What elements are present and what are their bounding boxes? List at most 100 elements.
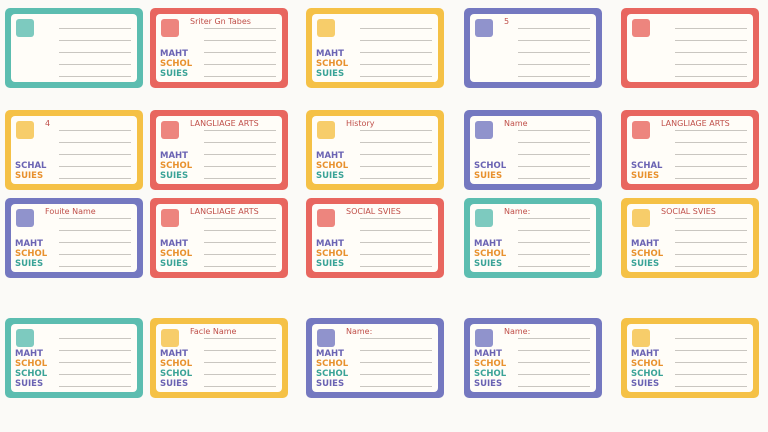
- label-body: [11, 14, 137, 82]
- writing-line: [359, 52, 432, 53]
- label-words: SCHOL SUIES: [474, 161, 506, 181]
- writing-line: [517, 178, 590, 179]
- writing-line: [674, 178, 747, 179]
- writing-line: [359, 266, 432, 267]
- label-card: [5, 8, 143, 88]
- writing-line: [517, 230, 590, 231]
- writing-line: [674, 386, 747, 387]
- writing-line: [674, 154, 747, 155]
- writing-line: [674, 266, 747, 267]
- label-word: MAHT: [316, 239, 344, 249]
- label-word: SCHOL: [474, 161, 507, 171]
- label-word: SUIES: [316, 259, 345, 269]
- label-icon: [632, 121, 650, 139]
- label-word: SUIES: [15, 379, 44, 389]
- writing-line: [517, 76, 590, 77]
- writing-line: [203, 230, 276, 231]
- label-title: Sriter Gn Tabes: [190, 17, 251, 26]
- label-words: MAHT SCHOL SUIES: [631, 239, 663, 269]
- writing-line: [359, 218, 432, 219]
- label-word: SCHOL: [631, 359, 664, 369]
- writing-line: [359, 362, 432, 363]
- label-card: LANGLIAGE ARTS SCHAL SUIES: [621, 110, 759, 190]
- writing-line: [203, 266, 276, 267]
- label-icon: [16, 19, 34, 37]
- writing-line: [203, 52, 276, 53]
- label-card: Name: MAHT SCHOL SCHOL SUIES: [306, 318, 444, 398]
- writing-line: [203, 362, 276, 363]
- label-word: SUIES: [474, 171, 503, 181]
- writing-line: [359, 76, 432, 77]
- label-body: SOCIAL SVIES MAHT SCHOL SUIES: [312, 204, 438, 272]
- writing-line: [674, 40, 747, 41]
- label-card: Name SCHOL SUIES: [464, 110, 602, 190]
- writing-line: [517, 130, 590, 131]
- label-words: MAHT SCHOL SUIES: [316, 239, 348, 269]
- label-card: SOCIAL SVIES MAHT SCHOL SUIES: [306, 198, 444, 278]
- writing-line: [674, 362, 747, 363]
- writing-line: [203, 154, 276, 155]
- writing-line: [203, 40, 276, 41]
- writing-line: [58, 154, 131, 155]
- label-title: Name:: [504, 207, 531, 216]
- writing-line: [58, 242, 131, 243]
- label-title: LANGLIAGE ARTS: [190, 207, 259, 216]
- writing-line: [203, 28, 276, 29]
- label-body: Facle Name MAHT SCHOL SCHOL SUIES: [156, 324, 282, 392]
- label-title: Name:: [504, 327, 531, 336]
- writing-line: [517, 374, 590, 375]
- writing-line: [517, 218, 590, 219]
- label-word: SUIES: [474, 379, 503, 389]
- writing-line: [517, 154, 590, 155]
- writing-line: [58, 350, 131, 351]
- writing-line: [674, 230, 747, 231]
- label-title: Name: [504, 119, 528, 128]
- label-card: Name: MAHT SCHOL SUIES: [464, 198, 602, 278]
- writing-line: [674, 64, 747, 65]
- writing-line: [58, 64, 131, 65]
- label-body: LANGLIAGE ARTS MAHT SCHOL SUIES: [156, 204, 282, 272]
- writing-line: [58, 52, 131, 53]
- label-body: SOCIAL SVIES MAHT SCHOL SUIES: [627, 204, 753, 272]
- label-word: MAHT: [160, 239, 188, 249]
- label-words: MAHT SCHOL SCHOL SUIES: [160, 349, 192, 389]
- writing-line: [517, 242, 590, 243]
- writing-line: [517, 386, 590, 387]
- label-word: SUIES: [316, 379, 345, 389]
- writing-line: [674, 52, 747, 53]
- label-word: SUIES: [316, 69, 345, 79]
- label-word: SCHOL: [160, 359, 193, 369]
- label-word: SCHOL: [15, 249, 48, 259]
- label-body: LANGLIAGE ARTS MAHT SCHOL SUIES: [156, 116, 282, 184]
- label-body: Sriter Gn Tabes MAHT SCHOL SUIES: [156, 14, 282, 82]
- writing-line: [58, 40, 131, 41]
- label-word: MAHT: [631, 349, 659, 359]
- writing-line: [359, 28, 432, 29]
- label-icon: [161, 329, 179, 347]
- writing-line: [203, 166, 276, 167]
- label-icon: [16, 329, 34, 347]
- label-word: SCHOL: [15, 359, 48, 369]
- writing-line: [517, 266, 590, 267]
- label-body: MAHT SCHOL SCHOL SUIES: [627, 324, 753, 392]
- writing-line: [674, 130, 747, 131]
- label-word: SUIES: [631, 259, 660, 269]
- label-icon: [475, 19, 493, 37]
- label-title: SOCIAL SVIES: [346, 207, 401, 216]
- writing-line: [58, 28, 131, 29]
- writing-line: [203, 350, 276, 351]
- writing-line: [674, 76, 747, 77]
- label-words: SCHAL SUIES: [631, 161, 662, 181]
- writing-line: [359, 154, 432, 155]
- label-card: MAHT SCHOL SCHOL SUIES: [621, 318, 759, 398]
- label-icon: [16, 209, 34, 227]
- label-title: SOCIAL SVIES: [661, 207, 716, 216]
- label-word: SUIES: [631, 171, 660, 181]
- writing-line: [359, 386, 432, 387]
- writing-line: [517, 28, 590, 29]
- writing-line: [203, 374, 276, 375]
- label-icon: [475, 329, 493, 347]
- label-card: LANGLIAGE ARTS MAHT SCHOL SUIES: [150, 110, 288, 190]
- label-word: SUIES: [160, 259, 189, 269]
- writing-line: [674, 350, 747, 351]
